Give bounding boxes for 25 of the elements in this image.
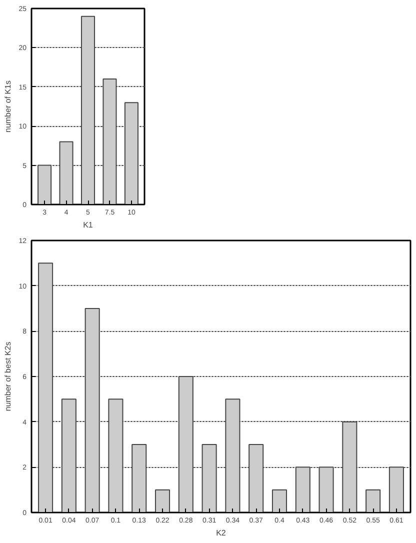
bar — [80, 16, 96, 204]
y-axis-title: number of K1s — [4, 80, 13, 133]
x-axis-title: K2 — [216, 528, 226, 538]
bar — [124, 102, 138, 204]
bar — [132, 444, 147, 512]
bar — [178, 376, 194, 512]
bar — [59, 141, 74, 204]
bar — [248, 444, 264, 512]
bar — [366, 489, 381, 512]
bar — [61, 398, 76, 512]
bar — [38, 262, 54, 512]
bar — [272, 489, 288, 512]
bar — [102, 78, 117, 204]
bar — [318, 466, 334, 512]
bar — [84, 308, 100, 512]
x-axis-title: K1 — [83, 220, 94, 230]
y-axis-title: number of best K2s — [4, 342, 13, 412]
bar — [295, 466, 310, 512]
bar — [225, 398, 240, 512]
bar — [388, 466, 404, 512]
bar — [38, 164, 52, 204]
bar — [108, 398, 124, 512]
bar — [342, 421, 358, 512]
bar — [154, 489, 170, 512]
bar — [202, 444, 217, 512]
